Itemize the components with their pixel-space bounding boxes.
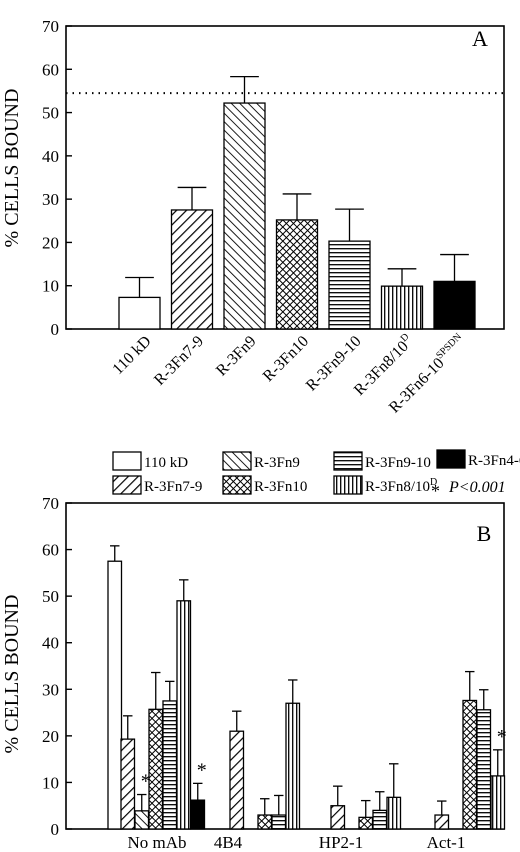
panel-a-category-label: 110 kD — [109, 333, 154, 378]
panel-b-bar — [257, 814, 273, 830]
panel-b-ytick-label: 50 — [42, 587, 59, 606]
panel-b-ylabel: % CELLS BOUND — [1, 595, 23, 754]
panel-b-bar — [176, 600, 192, 830]
panel-b-bar — [358, 816, 374, 830]
legend-label: R-3Fn9-10 — [365, 455, 431, 471]
panel-b-ytick-label: 20 — [42, 727, 59, 746]
panel-b-bar — [462, 699, 478, 830]
panel-a-ytick-label: 70 — [42, 17, 59, 36]
panel-a-bar — [118, 296, 161, 330]
panel-b-ytick-label: 40 — [42, 634, 59, 653]
panel-b-category-label: No mAb — [127, 833, 186, 852]
panel-a-ytick-label: 20 — [42, 233, 59, 252]
legend-swatch — [436, 449, 466, 469]
panel-b-bar — [162, 700, 178, 830]
legend-swatch — [333, 451, 363, 471]
panel-b-ytick-label: 30 — [42, 680, 59, 699]
panel-b-bar — [285, 702, 301, 830]
panel-a-label: A — [472, 26, 488, 51]
legend-label: R-3Fn9 — [254, 455, 300, 471]
panel-b-chart: % CELLS BOUND B 110 kD R-3Fn9 R-3Fn9-10 R-3… — [1, 449, 520, 852]
panel-a-bar — [223, 102, 266, 330]
panel-b-category-label: 4B4 — [214, 833, 243, 852]
panel-a-ytick-label: 0 — [51, 320, 60, 339]
panel-b-legend: 110 kD R-3Fn9 R-3Fn9-10 R-3Fn4-6 R-3Fn7-9 R-3… — [112, 449, 520, 501]
panel-a-bar — [433, 280, 476, 330]
panel-a-bar — [380, 285, 424, 330]
legend-label: 110 kD — [144, 455, 188, 471]
legend-label: R-3Fn10 — [254, 479, 307, 495]
panel-a-ytick-label: 10 — [42, 277, 59, 296]
panel-b-bar — [190, 799, 206, 830]
panel-b-bar — [330, 805, 346, 830]
legend-label: R-3Fn7-9 — [144, 479, 202, 495]
legend-significance-marker: * — [431, 481, 440, 501]
panel-a-category-label: R-3Fn7-9 — [151, 333, 207, 389]
panel-a-category-label: R-3Fn10 — [260, 333, 312, 385]
panel-a-category-label: R-3Fn9 — [213, 333, 260, 380]
panel-b-ytick-label: 70 — [42, 494, 59, 513]
legend-swatch — [112, 475, 142, 495]
panel-a-bar — [328, 240, 371, 330]
panel-a-bar — [275, 219, 319, 330]
panel-b-significance-marker: * — [497, 726, 507, 748]
panel-b-ytick-label: 10 — [42, 773, 59, 792]
panel-a-ylabel: % CELLS BOUND — [1, 89, 23, 248]
panel-a-bar — [170, 209, 214, 330]
panel-b-significance-marker: * — [141, 771, 151, 793]
panel-b-bar — [386, 796, 402, 830]
legend-swatch — [112, 451, 142, 471]
panel-b-ytick-label: 0 — [51, 820, 60, 839]
panel-b-bar — [490, 775, 506, 830]
legend-significance-label: P<0.001 — [448, 479, 506, 496]
panel-b-bar — [107, 560, 123, 830]
legend-label: R-3Fn8/10D — [365, 477, 437, 495]
legend-label: R-3Fn4-6 — [468, 453, 520, 469]
panel-a-ytick-label: 50 — [42, 104, 59, 123]
panel-b-bar — [120, 738, 136, 830]
panel-b-bar — [229, 730, 245, 830]
panel-b-label: B — [477, 521, 492, 546]
legend-swatch — [222, 451, 252, 471]
panel-b-bar — [134, 810, 150, 830]
panel-a-ytick-label: 30 — [42, 190, 59, 209]
panel-b-ytick-label: 60 — [42, 541, 59, 560]
panel-a-ytick-label: 40 — [42, 147, 59, 166]
panel-b-category-label: Act-1 — [427, 833, 466, 852]
panel-b-bar — [148, 708, 164, 830]
panel-a-ytick-label: 60 — [42, 60, 59, 79]
panel-b-significance-marker: * — [197, 759, 207, 781]
panel-b-bar — [476, 709, 492, 830]
panel-b-bar — [271, 814, 287, 830]
legend-swatch — [333, 475, 363, 495]
panel-b-category-label: HP2-1 — [319, 833, 363, 852]
legend-swatch — [222, 475, 252, 495]
panel-b-bar — [434, 814, 450, 830]
panel-b-bar — [372, 809, 388, 830]
